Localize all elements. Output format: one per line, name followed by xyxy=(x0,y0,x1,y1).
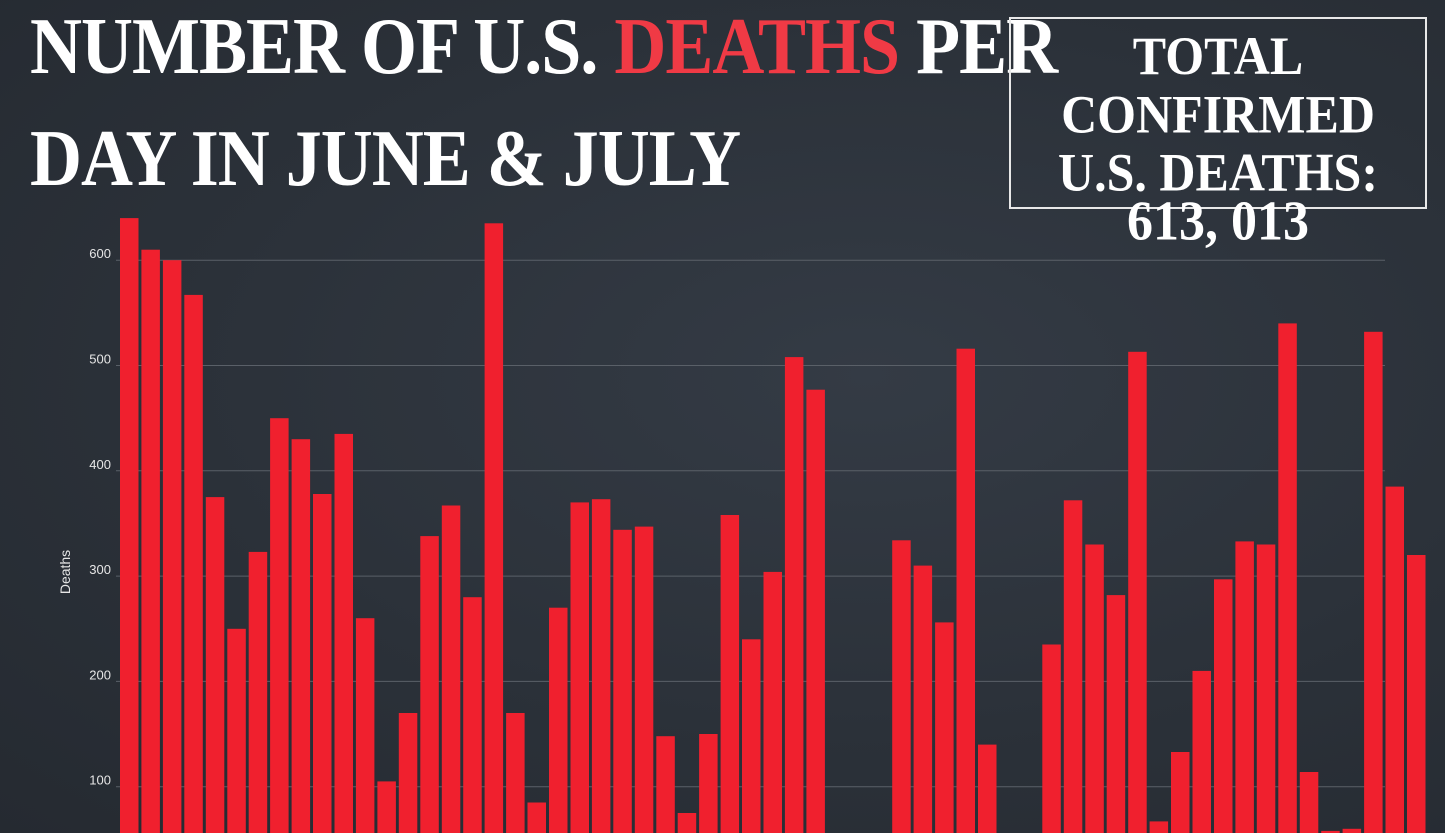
y-tick-label: 100 xyxy=(89,773,111,788)
bar-day-51 xyxy=(1192,670,1211,833)
bar-day-14 xyxy=(398,713,418,833)
y-tick-label: 300 xyxy=(89,562,111,577)
title-part-1: NUMBER OF U.S. xyxy=(30,1,615,91)
bar-day-15 xyxy=(420,536,439,833)
total-label-line-1: TOTAL CONFIRMED xyxy=(1061,25,1375,145)
bar-day-8 xyxy=(270,418,289,833)
bar-day-45 xyxy=(1063,500,1083,833)
bar-day-49 xyxy=(1149,821,1169,833)
bar-day-10 xyxy=(313,494,332,833)
bar-day-4 xyxy=(184,294,203,833)
bar-day-39 xyxy=(935,622,954,833)
bar-day-6 xyxy=(227,628,246,833)
bar-day-30 xyxy=(742,639,761,833)
bar-day-3 xyxy=(162,260,182,833)
y-axis-label: Deaths xyxy=(57,550,73,594)
bar-day-11 xyxy=(334,433,353,833)
bar-day-25 xyxy=(634,526,654,833)
total-deaths-label: TOTAL CONFIRMED U.S. DEATHS: xyxy=(1011,27,1425,202)
bar-day-61 xyxy=(1407,555,1426,833)
bar-day-38 xyxy=(913,565,933,833)
bar-day-20 xyxy=(527,802,546,833)
bar-day-7 xyxy=(248,551,268,833)
bar-day-47 xyxy=(1106,595,1126,833)
bar-day-60 xyxy=(1385,486,1404,833)
bar-day-24 xyxy=(613,529,632,833)
chart-title-line-2: DAY IN JUNE & JULY xyxy=(30,113,741,203)
bar-day-41 xyxy=(978,744,997,833)
bar-day-12 xyxy=(355,618,375,833)
bar-day-44 xyxy=(1042,644,1061,833)
bar-day-37 xyxy=(892,540,911,833)
bar-day-5 xyxy=(205,497,225,833)
bar-day-23 xyxy=(591,499,611,833)
total-deaths-value: 613, 013 xyxy=(1127,190,1309,253)
bar-day-19 xyxy=(506,713,525,833)
bar-day-46 xyxy=(1085,544,1104,833)
bar-day-59 xyxy=(1364,331,1383,833)
y-tick-label: 200 xyxy=(89,667,111,682)
title-highlight: DEATHS xyxy=(614,1,900,91)
bar-day-17 xyxy=(463,597,482,833)
bar-day-57 xyxy=(1321,830,1340,833)
bar-day-32 xyxy=(784,357,804,833)
bar-day-48 xyxy=(1128,351,1147,833)
total-deaths-box: TOTAL CONFIRMED U.S. DEATHS: 613, 013 xyxy=(1009,17,1427,251)
chart-title-line-1: NUMBER OF U.S. DEATHS PER xyxy=(30,0,1058,93)
bar-day-28 xyxy=(699,734,718,833)
bar-day-55 xyxy=(1278,323,1297,833)
bar-day-40 xyxy=(956,348,975,833)
y-tick-label: 600 xyxy=(89,246,111,261)
bar-day-21 xyxy=(549,607,568,833)
bar-day-13 xyxy=(377,781,396,833)
y-tick-label: 400 xyxy=(89,457,111,472)
bar-day-53 xyxy=(1235,541,1254,833)
bar-layer xyxy=(120,218,1426,833)
bar-day-22 xyxy=(570,502,589,833)
total-label-line-2: U.S. DEATHS: xyxy=(1058,142,1378,203)
bar-day-50 xyxy=(1171,752,1190,833)
bar-day-27 xyxy=(677,813,697,833)
title-part-2: PER xyxy=(899,1,1058,91)
bar-day-31 xyxy=(763,571,782,833)
y-tick-layer: 100 200 300 400 500 600 xyxy=(89,246,111,788)
bar-day-29 xyxy=(720,515,740,833)
bar-day-54 xyxy=(1256,544,1276,833)
bar-day-18 xyxy=(484,223,504,833)
bar-day-26 xyxy=(656,736,675,833)
bar-day-16 xyxy=(441,505,461,833)
bar-day-52 xyxy=(1214,579,1233,833)
bar-day-2 xyxy=(141,249,160,833)
bar-day-56 xyxy=(1299,772,1319,833)
bar-day-33 xyxy=(806,389,825,833)
bar-day-58 xyxy=(1342,828,1362,833)
bar-day-1 xyxy=(120,218,139,833)
y-tick-label: 500 xyxy=(89,352,111,367)
bar-day-9 xyxy=(291,439,311,833)
